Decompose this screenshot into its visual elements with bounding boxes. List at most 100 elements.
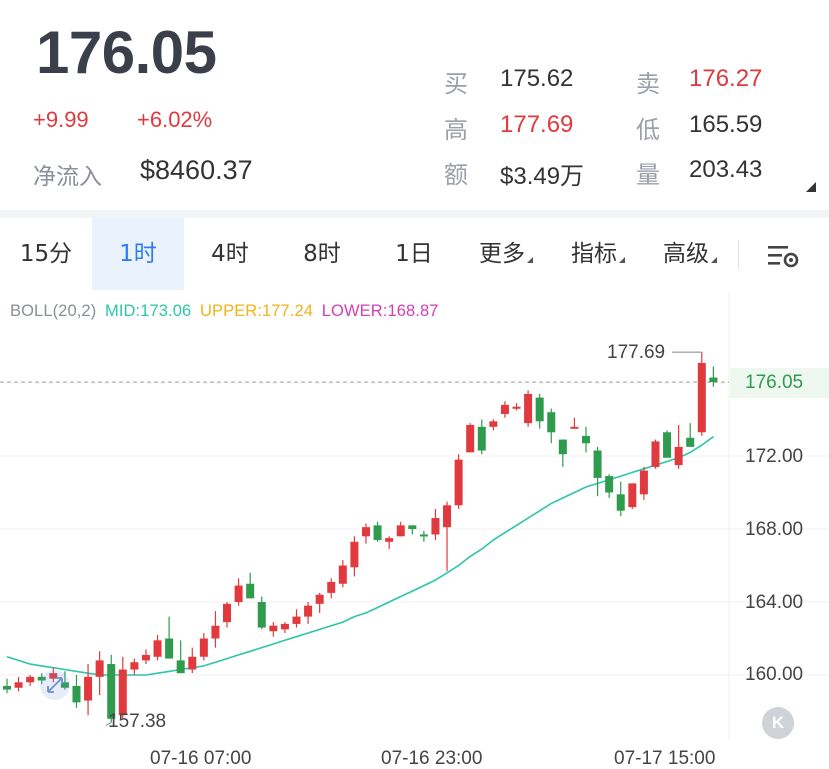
low-value: 165.59 [689, 111, 763, 138]
candle-body [639, 470, 648, 495]
tab-label: 更多 [479, 241, 525, 267]
candle-body [524, 393, 533, 424]
candle-body [350, 541, 359, 568]
tab-indicators[interactable]: 指标 [552, 218, 644, 290]
ask-label: 卖 [636, 70, 660, 98]
candle-body [84, 676, 93, 701]
candle-body [315, 594, 324, 604]
last-price: 176.05 [36, 19, 217, 86]
high-marker-label: 177.69 [607, 342, 666, 363]
candle-body [72, 685, 81, 703]
high-label: 高 [444, 116, 468, 144]
candle-body [49, 673, 58, 679]
price-change: +9.99 [33, 107, 89, 132]
kline-mode-button[interactable]: K [762, 707, 794, 739]
tab-1day[interactable]: 1日 [368, 218, 460, 290]
dropdown-triangle-icon [711, 257, 717, 263]
candle-body [26, 676, 35, 683]
candle-body [419, 534, 428, 537]
candle-body [95, 660, 104, 677]
y-tick-label: 164.00 [745, 592, 804, 613]
candle-body [454, 459, 463, 506]
volume-value: 203.43 [689, 156, 763, 183]
bid-label: 买 [444, 70, 468, 98]
candle-body [570, 426, 579, 429]
candle-body [466, 424, 475, 453]
tab-divider [738, 240, 739, 270]
tab-label: 8时 [303, 241, 341, 267]
candle-body [512, 406, 521, 409]
candle-body [385, 538, 394, 542]
tab-1hour[interactable]: 1时 [92, 218, 184, 290]
tab-advanced[interactable]: 高级 [644, 218, 736, 290]
chart-settings-icon[interactable] [766, 243, 800, 269]
candle-body [663, 432, 672, 458]
candle-body [338, 565, 347, 584]
candle-body [3, 685, 11, 690]
candle-body [373, 525, 382, 540]
x-tick-label: 07-16 23:00 [381, 748, 483, 769]
ask-value: 176.27 [689, 65, 763, 92]
candle-body [674, 446, 683, 466]
fullscreen-expand-icon[interactable] [40, 670, 70, 700]
candle-body [605, 476, 614, 493]
boll-upper-line [7, 359, 713, 631]
candle-body [188, 656, 197, 670]
candle-body [500, 404, 509, 415]
candle-body [709, 377, 718, 383]
candle-body [223, 603, 232, 623]
candle-body [477, 426, 486, 451]
section-divider [0, 210, 829, 218]
tab-label: 1时 [119, 241, 157, 267]
bid-value: 175.62 [500, 65, 574, 92]
candle-body [60, 682, 69, 688]
candle-body [257, 602, 266, 628]
candle-body [697, 362, 706, 433]
tab-8hour[interactable]: 8时 [276, 218, 368, 290]
candle-body [118, 669, 127, 716]
boll-lower: LOWER:168.87 [321, 302, 439, 320]
volume-label: 量 [636, 161, 660, 189]
candle-body [396, 525, 405, 537]
candle-body [616, 494, 625, 511]
expand-quote-triangle-icon[interactable] [806, 182, 816, 192]
tab-label: 高级 [663, 241, 709, 267]
price-change-percent: +6.02% [137, 107, 213, 132]
tab-more[interactable]: 更多 [460, 218, 552, 290]
y-tick-label: 172.00 [745, 446, 804, 467]
tab-4hour[interactable]: 4时 [184, 218, 276, 290]
x-tick-label: 07-17 15:00 [614, 748, 716, 769]
quote-header: 176.05 +9.99 +6.02% 净流入 $8460.37 买 175.6… [0, 0, 829, 210]
candle-body [14, 682, 23, 688]
candle-body [628, 483, 637, 508]
candle-body [176, 660, 185, 674]
amount-label: 额 [444, 161, 468, 189]
low-marker-line [105, 722, 112, 726]
expand-arrows-icon [47, 677, 63, 693]
candle-body [211, 625, 220, 639]
candle-body [547, 412, 556, 433]
tab-15min[interactable]: 15分 [0, 218, 92, 290]
candle-body [269, 625, 278, 632]
candle-body [292, 616, 301, 624]
boll-mid-line [6, 436, 714, 676]
candle-body [535, 397, 544, 422]
y-tick-label: 160.00 [745, 664, 804, 685]
x-tick-label: 07-16 07:00 [150, 748, 252, 769]
tab-label: 指标 [571, 241, 617, 267]
candle-body [327, 581, 336, 593]
current-price-tag: 176.05 [730, 368, 829, 398]
tab-label: 4时 [211, 241, 249, 267]
candle-body [107, 664, 116, 719]
candle-body [558, 439, 567, 455]
candle-body [153, 640, 162, 657]
kline-chart[interactable] [0, 292, 829, 769]
candle-body [130, 662, 139, 670]
candle-body [686, 437, 695, 447]
candle-body [489, 421, 498, 427]
y-tick-label: 168.00 [745, 519, 804, 540]
candle-body [593, 450, 602, 478]
net-inflow-label: 净流入 [33, 164, 102, 190]
current-price-label: 176.05 [745, 372, 804, 393]
boll-legend: BOLL(20,2) MID:173.06 UPPER:177.24 LOWER… [10, 302, 439, 321]
